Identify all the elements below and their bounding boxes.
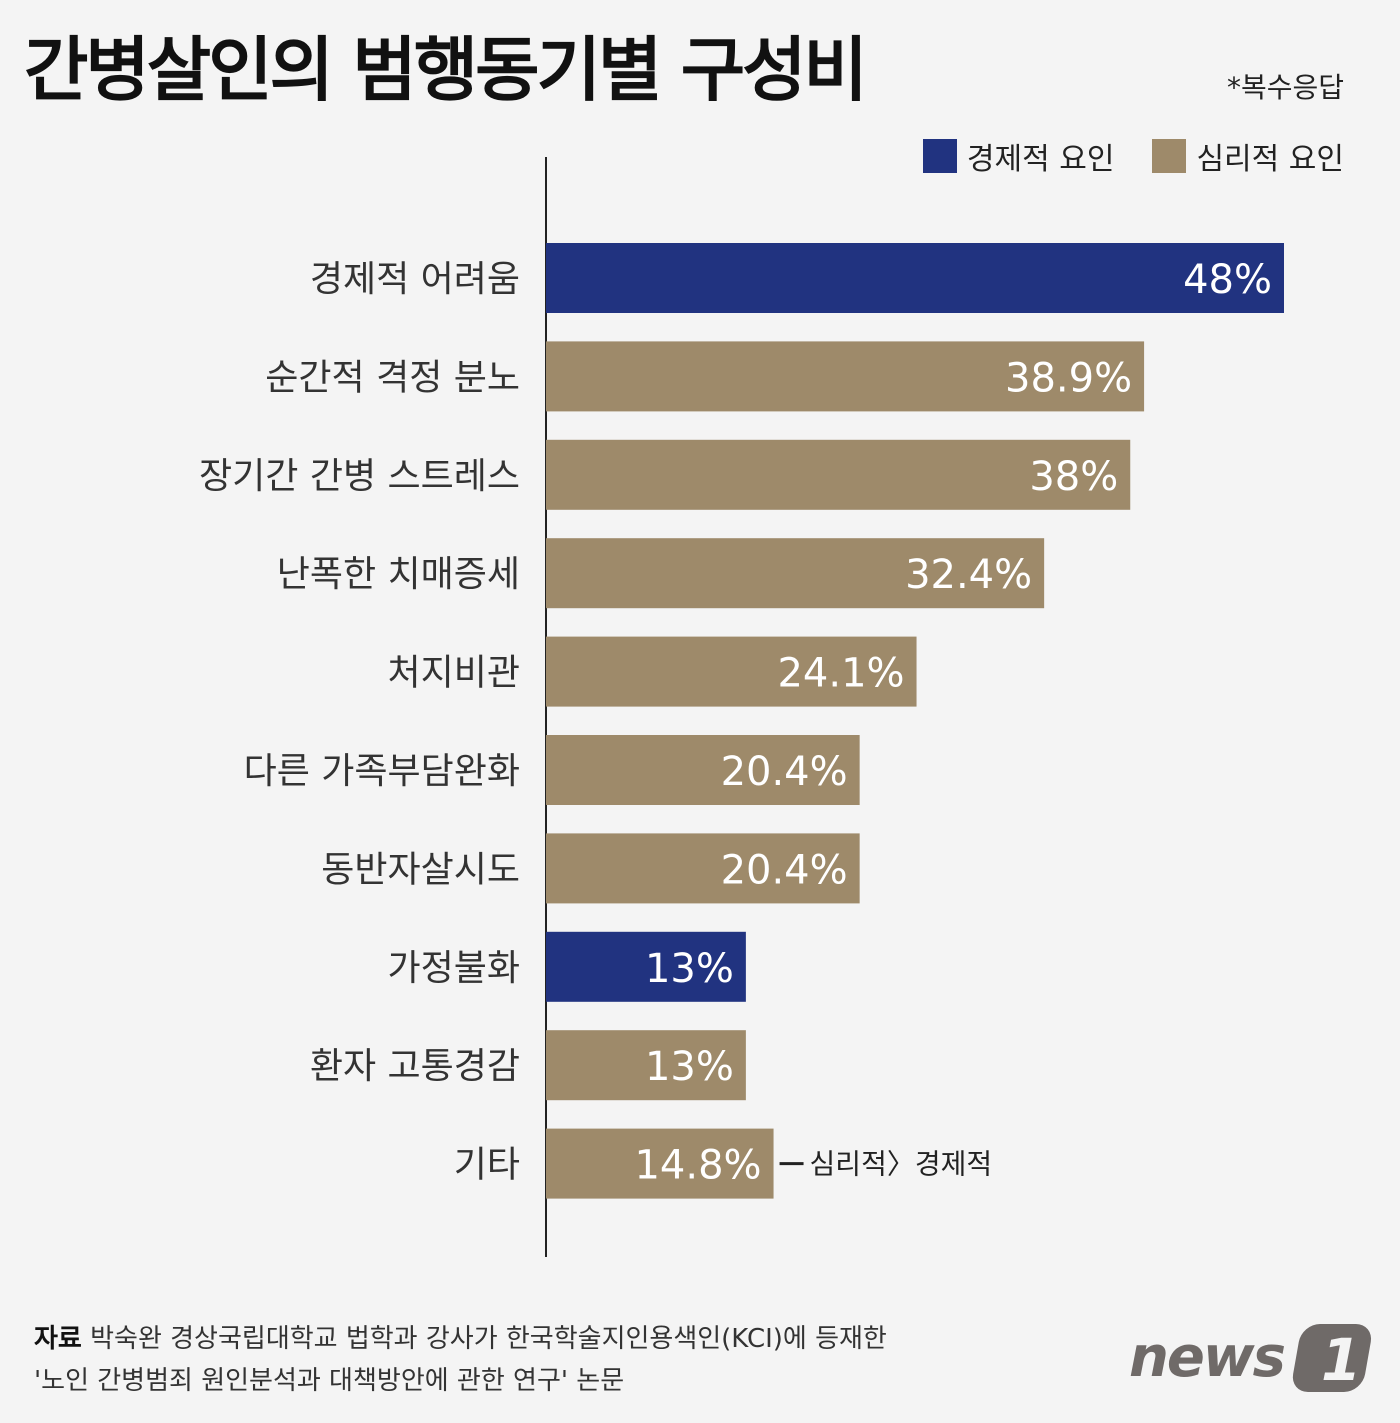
legend-swatch-psychological — [1152, 139, 1187, 173]
legend-label: 심리적 요인 — [1196, 142, 1344, 177]
category-label: 기타 — [454, 1145, 520, 1186]
value-label: 38.9% — [1005, 355, 1132, 401]
value-label: 13% — [645, 1044, 734, 1090]
legend-swatch-economic — [922, 139, 957, 173]
source-footer: 자료 박숙완 경상국립대학교 법학과 강사가 한국학술지인용색인(KCI)에 등… — [34, 1318, 887, 1402]
value-label: 48% — [1183, 257, 1272, 303]
source-text: 박숙완 경상국립대학교 법학과 강사가 한국학술지인용색인(KCI)에 등재한 — [90, 1324, 887, 1354]
bar — [546, 439, 1131, 510]
value-label: 24.1% — [777, 651, 904, 697]
multiple-response-note: *복수응답 — [1226, 71, 1344, 104]
category-label: 순간적 격정 분노 — [265, 357, 520, 398]
bar — [546, 931, 746, 1002]
value-label: 13% — [645, 946, 734, 992]
value-label: 20.4% — [721, 749, 848, 795]
bar — [546, 341, 1145, 412]
legend: 경제적 요인 심리적 요인 — [922, 134, 1344, 178]
source-label: 자료 — [34, 1324, 82, 1354]
legend-item-economic: 경제적 요인 — [922, 134, 1115, 178]
bar — [546, 1030, 746, 1101]
source-text-2: '노인 간병범죄 원인분석과 대책방안에 관한 연구' 논문 — [34, 1366, 625, 1396]
bar — [546, 735, 860, 805]
category-label: 환자 고통경감 — [310, 1046, 520, 1087]
legend-label: 경제적 요인 — [966, 142, 1115, 177]
svg-text:1: 1 — [1321, 1326, 1361, 1394]
chart-title: 간병살인의 범행동기별 구성비 — [24, 29, 868, 111]
legend-item-psychological: 심리적 요인 — [1152, 134, 1344, 178]
bar — [546, 243, 1284, 313]
svg-text:news: news — [1129, 1325, 1285, 1390]
value-label: 14.8% — [634, 1143, 761, 1189]
bar — [546, 636, 917, 707]
bar-chart: 경제적 어려움 48% 순간적 격정 분노 38.9% 장기간 간병 스트레스 38% 난폭… — [199, 157, 1284, 1257]
bar — [546, 1128, 774, 1199]
category-label: 난폭한 치매증세 — [277, 554, 520, 595]
value-label: 20.4% — [721, 847, 848, 893]
category-label: 처지비관 — [388, 653, 520, 694]
bar — [546, 833, 860, 904]
category-label: 다른 가족부담완화 — [244, 751, 520, 792]
news1-logo: news 1 — [1129, 1324, 1372, 1394]
category-label: 장기간 간병 스트레스 — [199, 456, 520, 497]
bar — [546, 538, 1045, 609]
value-label: 32.4% — [905, 552, 1032, 598]
annotation-text: 심리적〉경제적 — [810, 1148, 993, 1181]
category-label: 경제적 어려움 — [310, 259, 520, 300]
category-label: 동반자살시도 — [321, 849, 520, 890]
category-label: 가정불화 — [388, 948, 520, 989]
value-label: 38% — [1029, 454, 1118, 500]
